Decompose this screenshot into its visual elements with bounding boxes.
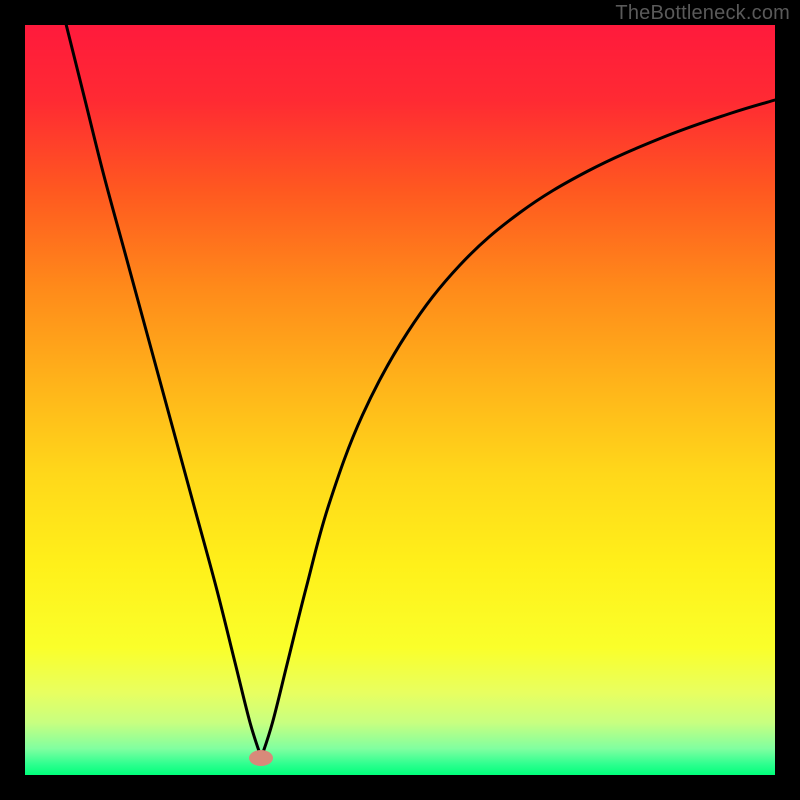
curve-right-branch bbox=[261, 100, 775, 758]
watermark-text: TheBottleneck.com bbox=[615, 2, 790, 25]
bottleneck-curve bbox=[0, 0, 800, 800]
chart-frame: TheBottleneck.com bbox=[0, 0, 800, 800]
curve-left-branch bbox=[66, 25, 261, 758]
optimal-point-marker bbox=[249, 750, 273, 766]
